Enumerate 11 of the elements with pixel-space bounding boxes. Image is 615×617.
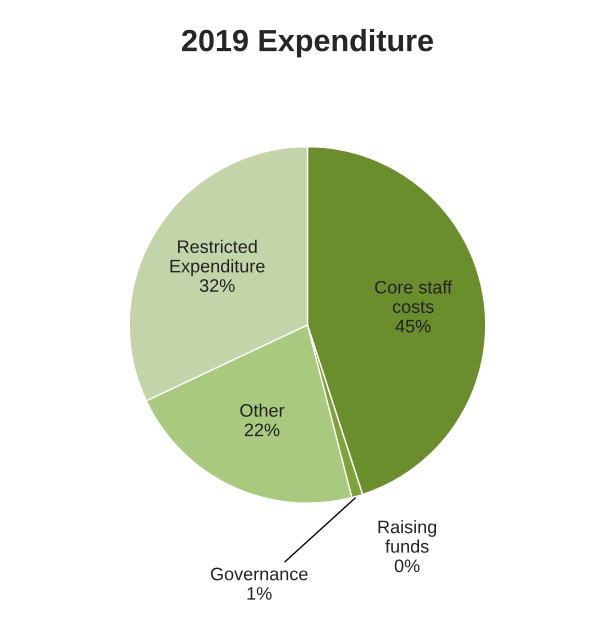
slice-label: Core staff costs <box>375 280 452 314</box>
slice-label: Restricted Expenditure <box>170 240 265 276</box>
data-label: 45% <box>395 320 431 333</box>
data-label: 1% <box>248 587 272 600</box>
category-label: Raising funds <box>378 520 436 553</box>
data-label: 32% <box>200 279 235 292</box>
data-label: 22% <box>244 424 280 436</box>
chart-title: 2019 Expenditure <box>182 28 433 58</box>
slice-label: Governance <box>210 568 308 580</box>
text: 0% <box>394 559 420 572</box>
slice-label: Other <box>240 404 284 417</box>
